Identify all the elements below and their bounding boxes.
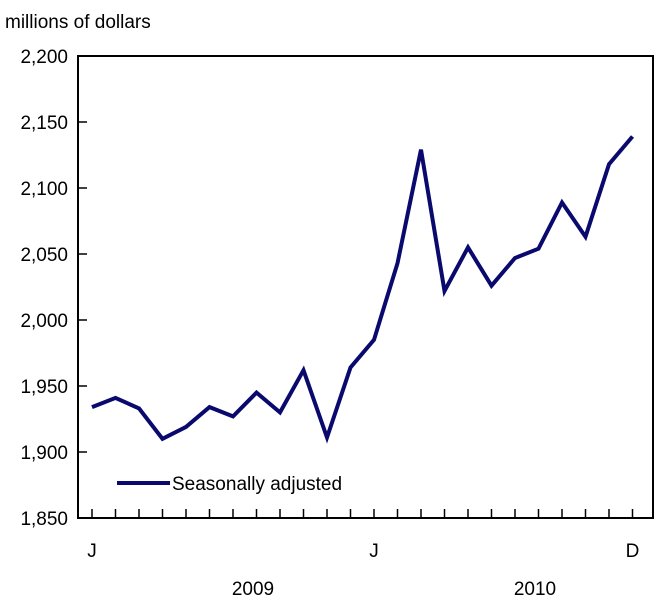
plot-area-frame [77, 55, 654, 519]
legend: Seasonally adjusted [117, 474, 342, 495]
y-axis-unit-label: millions of dollars [5, 12, 151, 33]
x-tick-label: J [87, 541, 97, 562]
series-line-seasonally-adjusted [91, 135, 635, 444]
x-axis: J J D 2009 2010 [87, 509, 639, 600]
y-tick-label: 2,050 [20, 245, 68, 266]
y-tick-label: 1,900 [20, 443, 68, 464]
y-tick-label: 2,150 [20, 113, 68, 134]
legend-label: Seasonally adjusted [172, 474, 342, 495]
y-tick-label: 2,200 [20, 47, 68, 68]
x-year-label: 2010 [514, 579, 556, 600]
y-tick-label: 1,950 [20, 377, 68, 398]
y-tick-label: 1,850 [20, 509, 68, 530]
x-tick-label: J [369, 541, 379, 562]
series-layer [91, 135, 635, 444]
y-tick-label: 2,100 [20, 179, 68, 200]
x-year-label: 2009 [232, 579, 274, 600]
y-axis: 1,850 1,900 1,950 2,000 2,050 2,100 2,150 2,200 [20, 47, 87, 530]
y-tick-label: 2,000 [20, 311, 68, 332]
x-tick-label: D [626, 541, 640, 562]
